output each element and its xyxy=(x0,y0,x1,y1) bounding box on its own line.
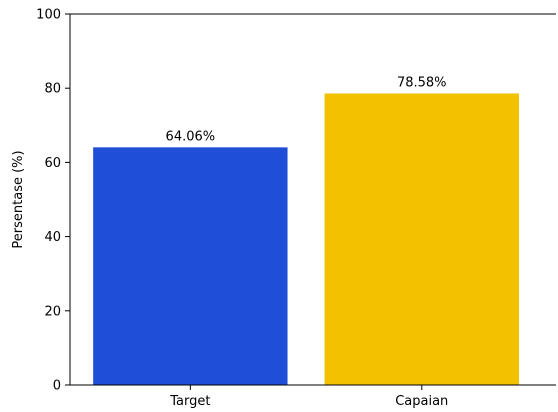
y-tick-label: 40 xyxy=(44,230,61,245)
y-tick-label: 60 xyxy=(44,156,61,171)
y-tick-label: 100 xyxy=(36,8,61,23)
y-tick-label: 20 xyxy=(44,304,61,319)
data-label-target: 64.06% xyxy=(166,129,216,144)
y-tick-label: 80 xyxy=(44,82,61,97)
y-tick-label: 0 xyxy=(53,379,61,394)
y-axis-ticks: 0 20 40 60 80 100 xyxy=(36,8,70,394)
bar-capaian xyxy=(324,93,519,385)
y-axis-title: Persentase (%) xyxy=(11,150,26,248)
bar-target xyxy=(93,147,288,385)
x-axis-ticks: Target Capaian xyxy=(169,385,448,409)
bars: 64.06% 78.58% xyxy=(93,75,519,385)
x-tick-label-target: Target xyxy=(169,394,210,409)
data-label-capaian: 78.58% xyxy=(397,75,447,90)
x-tick-label-capaian: Capaian xyxy=(395,394,448,409)
